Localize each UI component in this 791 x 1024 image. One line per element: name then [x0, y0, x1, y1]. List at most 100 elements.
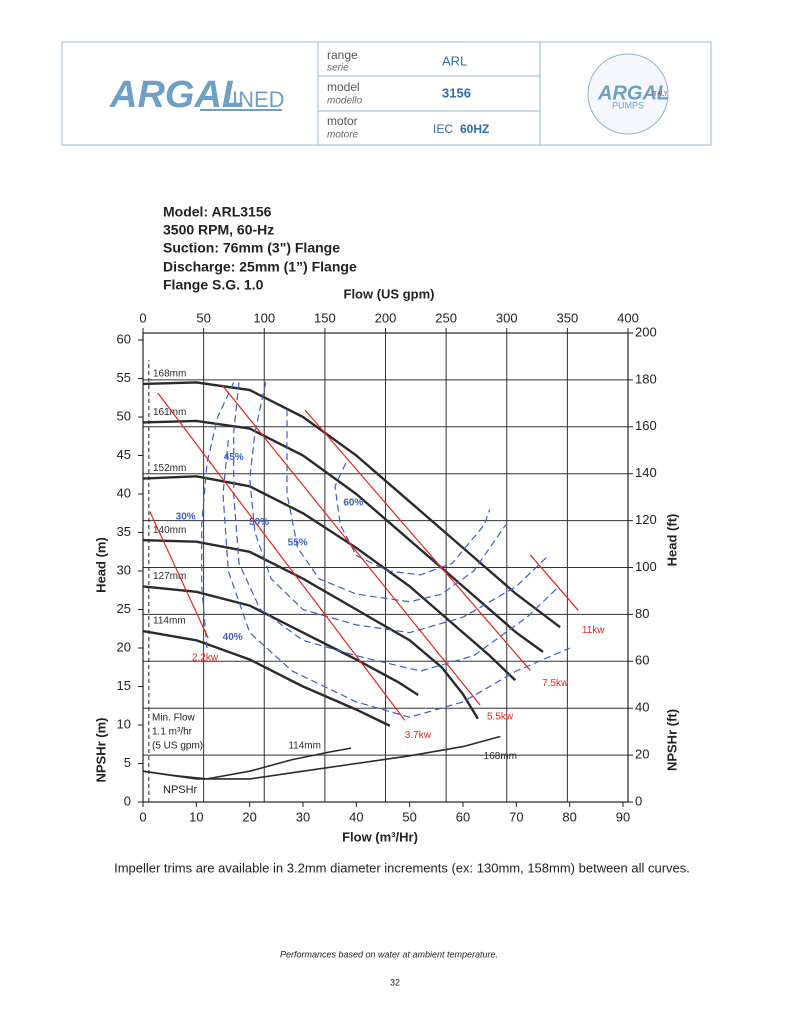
- x2-tick-label: 200: [375, 310, 397, 325]
- row-sublabel: modello: [327, 96, 362, 107]
- x2-tick-label: 250: [435, 310, 457, 325]
- y2-tick-label: 140: [635, 465, 657, 480]
- y-tick-label: 40: [117, 485, 131, 500]
- series-line: [142, 419, 544, 653]
- spec-line: Flange S.G. 1.0: [163, 277, 264, 293]
- y2-tick-label: 120: [635, 512, 657, 527]
- specs: Model: ARL3156 3500 RPM, 60-Hz Suction: …: [163, 204, 357, 293]
- series-line: [149, 511, 209, 639]
- x2-tick-label: 0: [139, 310, 146, 325]
- note: Impeller trims are available in 3.2mm di…: [114, 860, 690, 875]
- min-flow-label: 1.1 m³/hr: [152, 727, 193, 738]
- min-flow-label: (5 US gpm): [152, 741, 203, 752]
- series-line: [142, 747, 352, 780]
- y-tick-label: 15: [117, 678, 131, 693]
- x-tick-label: 0: [139, 809, 146, 824]
- series-line: [201, 382, 235, 649]
- series-label: 127mm: [153, 571, 186, 582]
- chart: 0 10 20 30 40 50 60 70 80 900 50 100 150 200 250 300 350…: [117, 310, 657, 824]
- series-label: 7.5kw: [542, 678, 569, 689]
- y-tick-label: 50: [117, 408, 131, 423]
- y2-tick-label: 20: [635, 747, 649, 762]
- series-line: [142, 735, 501, 780]
- y-tick-label: 0: [124, 793, 131, 808]
- x2-tick-label: 300: [496, 310, 518, 325]
- x-tick-label: 90: [616, 809, 630, 824]
- series-label: 114mm: [288, 741, 321, 752]
- row-label: motor: [327, 114, 358, 128]
- x2-tick-label: 50: [196, 310, 210, 325]
- x-tick-label: 40: [349, 809, 363, 824]
- y2-tick-label: 180: [635, 371, 657, 386]
- y-tick-label: 5: [124, 755, 131, 770]
- spec-line: Discharge: 25mm (1”) Flange: [163, 259, 357, 275]
- spec-line: 3500 RPM, 60-Hz: [163, 222, 274, 238]
- row-label: range: [327, 48, 358, 62]
- series-line: [334, 462, 491, 576]
- page-number: 32: [390, 977, 400, 987]
- y-tick-label: 25: [117, 601, 131, 616]
- series-label: 55%: [288, 538, 308, 549]
- axis-title: Head (ft): [664, 514, 679, 567]
- series-label: 161mm: [153, 407, 186, 418]
- series-label: 45%: [224, 452, 244, 463]
- series-line: [304, 409, 531, 671]
- x2-tick-label: 400: [617, 310, 639, 325]
- row-sublabel: motore: [327, 130, 359, 141]
- y-tick-label: 60: [117, 331, 131, 346]
- x2-tick-label: 100: [253, 310, 275, 325]
- series-line: [249, 382, 549, 634]
- series-label: 140mm: [153, 525, 186, 536]
- series-label: 40%: [223, 632, 243, 643]
- y2-tick-label: 80: [635, 606, 649, 621]
- axis-title: NPSHr (m): [93, 717, 108, 782]
- series-label: 2.2kw: [192, 653, 219, 664]
- row-value: 3156: [442, 85, 471, 100]
- y2-tick-label: 100: [635, 559, 657, 574]
- series-label: 3.7kw: [405, 730, 432, 741]
- row-value: IEC: [433, 122, 453, 136]
- logo-sub: INED: [232, 87, 285, 112]
- row-value: ARL: [442, 53, 467, 68]
- axis-title: Head (m): [93, 537, 108, 593]
- series-line: [157, 392, 406, 721]
- axis-title: Flow (m³/Hr): [342, 829, 418, 844]
- x-tick-label: 50: [402, 809, 416, 824]
- y-tick-label: 30: [117, 562, 131, 577]
- series-line: [286, 409, 507, 603]
- x2-tick-label: 150: [314, 310, 336, 325]
- x-tick-label: 20: [242, 809, 256, 824]
- series-line: [233, 382, 560, 672]
- badge-country: ITALY: [652, 92, 668, 98]
- header: ARGAL INED range serie ARL model modello…: [61, 41, 712, 146]
- series-line: [142, 629, 391, 727]
- series-label: 168mm: [484, 751, 517, 762]
- y-tick-label: 45: [117, 447, 131, 462]
- row-sublabel: serie: [327, 63, 349, 74]
- series-label: 168mm: [153, 369, 186, 380]
- series-line: [142, 381, 561, 629]
- y2-tick-label: 60: [635, 653, 649, 668]
- x2-tick-label: 350: [557, 310, 579, 325]
- x-tick-label: 80: [562, 809, 576, 824]
- y-tick-label: 20: [117, 639, 131, 654]
- series-line: [529, 554, 579, 611]
- row-label: model: [327, 80, 360, 94]
- y2-tick-label: 40: [635, 700, 649, 715]
- y-tick-label: 55: [117, 370, 131, 385]
- series-line: [142, 475, 517, 682]
- x-tick-label: 70: [509, 809, 523, 824]
- x-tick-label: 60: [456, 809, 470, 824]
- footnote: Performances based on water at ambient t…: [280, 949, 498, 959]
- series-label: 60%: [343, 497, 363, 508]
- x-tick-label: 30: [296, 809, 310, 824]
- series-label: 50%: [249, 517, 269, 528]
- series-label: 152mm: [153, 463, 186, 474]
- series-line: [142, 585, 419, 697]
- series-label: 114mm: [153, 616, 186, 627]
- y2-tick-label: 0: [635, 793, 642, 808]
- spec-line: Model: ARL3156: [163, 204, 272, 220]
- npshr-label: NPSHr: [163, 784, 198, 796]
- spec-line: Suction: 76mm (3") Flange: [163, 240, 340, 256]
